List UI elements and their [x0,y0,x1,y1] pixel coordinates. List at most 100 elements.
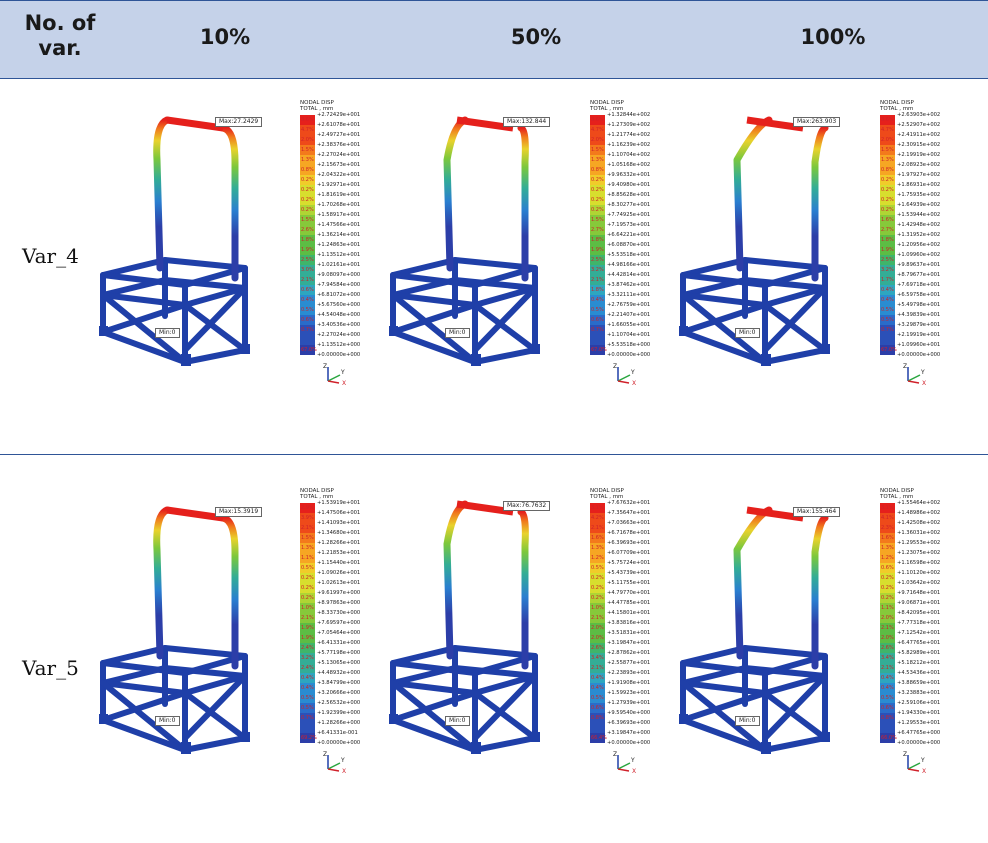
legend-value: +1.13512e+000 [317,342,361,348]
legend-swatch [880,235,895,245]
legend-swatch [300,533,315,543]
legend-title: NODAL DISP TOTAL , mm [590,488,624,500]
legend-value: +1.58917e+001 [317,212,361,218]
legend-value: +2.52907e+002 [897,122,941,128]
legend-swatch [590,165,605,175]
legend-value: +8.30277e+001 [607,202,651,208]
legend-percent: 0.2% [881,575,894,581]
legend-value: +1.20956e+002 [897,242,941,248]
legend-swatch [300,713,315,723]
max-tag: Max:27.2429 [215,117,263,127]
legend-value: +1.09960e+002 [897,252,941,258]
legend-value: +4.48932e+000 [317,670,361,676]
axis-x-label: X [632,768,636,775]
legend-value: +9.59540e+000 [607,710,651,716]
legend-value: +1.92399e+000 [317,710,361,716]
contour-legend: NODAL DISP TOTAL , mm 2.9% 3.9% 2.1% 1.5% 1.3… [300,488,378,776]
legend-percent: 1.8% [881,237,894,243]
legend-percent: 3.9% [301,515,314,521]
legend-percent: 0.5% [881,317,894,323]
legend-swatch [880,285,895,295]
legend-percent: 0.7% [881,327,894,333]
legend-percent: 2.6% [301,227,314,233]
legend-value: +3.87462e+001 [607,282,651,288]
legend-title: NODAL DISP TOTAL , mm [880,100,914,112]
legend-swatch [880,563,895,573]
legend-swatch [880,733,895,743]
legend-percent: 0.5% [881,307,894,313]
legend-value: +6.47765e+001 [897,640,941,646]
legend-swatch [880,613,895,623]
legend-percent: 1.3% [881,545,894,551]
legend-value: +1.27309e+002 [607,122,651,128]
contour-legend: NODAL DISP TOTAL , mm 3.1% 4.1% 2.3% 1.6% 1.3… [880,488,958,776]
legend-swatch [880,145,895,155]
legend-swatch [300,335,315,345]
axis-x-label: X [342,768,346,775]
legend-swatch [590,205,605,215]
legend-value: +2.49727e+001 [317,132,361,138]
legend-swatch [590,583,605,593]
legend-percent: 0.5% [301,705,314,711]
legend-value: +0.00000e+000 [317,740,361,746]
legend-percent: 4.2% [591,515,604,521]
legend-value: +5.77198e+000 [317,650,361,656]
legend-percent: 1.9% [301,247,314,253]
frame-model [389,500,540,754]
legend-swatch [590,503,605,513]
legend-value: +3.23883e+001 [897,690,941,696]
legend-percent: 2.1% [301,615,314,621]
legend-percent: 1.1% [881,605,894,611]
legend-percent: 1.0% [591,605,604,611]
legend-percent: 0.2% [591,207,604,213]
frame-model [99,116,250,366]
legend-value: +3.40536e+000 [317,322,361,328]
legend-percent: 4.1% [881,515,894,521]
legend-value: +1.75935e+002 [897,192,941,198]
legend-value: +6.71678e+001 [607,530,651,536]
legend-swatch [300,703,315,713]
legend-percent: 0.2% [881,187,894,193]
legend-value: +2.21407e+001 [607,312,651,318]
legend-value: +8.79677e+001 [897,272,941,278]
legend-value: +4.53436e+001 [897,670,941,676]
legend-swatch [880,215,895,225]
legend-swatch [590,295,605,305]
legend-percent: 0.5% [591,565,604,571]
legend-value: +1.53919e+001 [317,500,361,506]
legend-swatch [300,145,315,155]
legend-percent: 4.7% [881,127,894,133]
legend-percent: 2.6% [881,645,894,651]
legend-swatch [590,683,605,693]
legend-value: +1.21774e+002 [607,132,651,138]
legend-percent: 0.2% [591,595,604,601]
legend-percent: 2.0% [591,137,604,143]
legend-percent: 0.4% [301,675,314,681]
legend-value: +2.55877e+001 [607,660,651,666]
legend-value: +9.89637e+001 [897,262,941,268]
legend-value: +1.05168e+002 [607,162,651,168]
legend-value: +2.59106e+001 [897,700,941,706]
legend-swatch [300,175,315,185]
legend-value: +2.23893e+001 [607,670,651,676]
legend-value: +7.77318e+001 [897,620,941,626]
legend-value: +2.30915e+002 [897,142,941,148]
legend-swatch [590,255,605,265]
legend-value: +9.71648e+001 [897,590,941,596]
legend-percent: 2.5% [881,257,894,263]
legend-percent: 1.7% [881,277,894,283]
legend-percent: 3.6% [881,117,894,123]
header-10-percent: 10% [199,25,251,49]
legend-value: +7.94584e+000 [317,282,361,288]
legend-value: +1.53944e+002 [897,212,941,218]
legend-value: +1.29553e+001 [897,720,941,726]
legend-swatch [880,275,895,285]
legend-percent: 0.2% [881,595,894,601]
legend-swatch [880,713,895,723]
legend-percent: 2.3% [881,525,894,531]
legend-swatch [880,523,895,533]
legend-value: +4.15801e+001 [607,610,651,616]
legend-value: +1.31952e+002 [897,232,941,238]
legend-swatch [590,225,605,235]
legend-value: +8.42095e+001 [897,610,941,616]
